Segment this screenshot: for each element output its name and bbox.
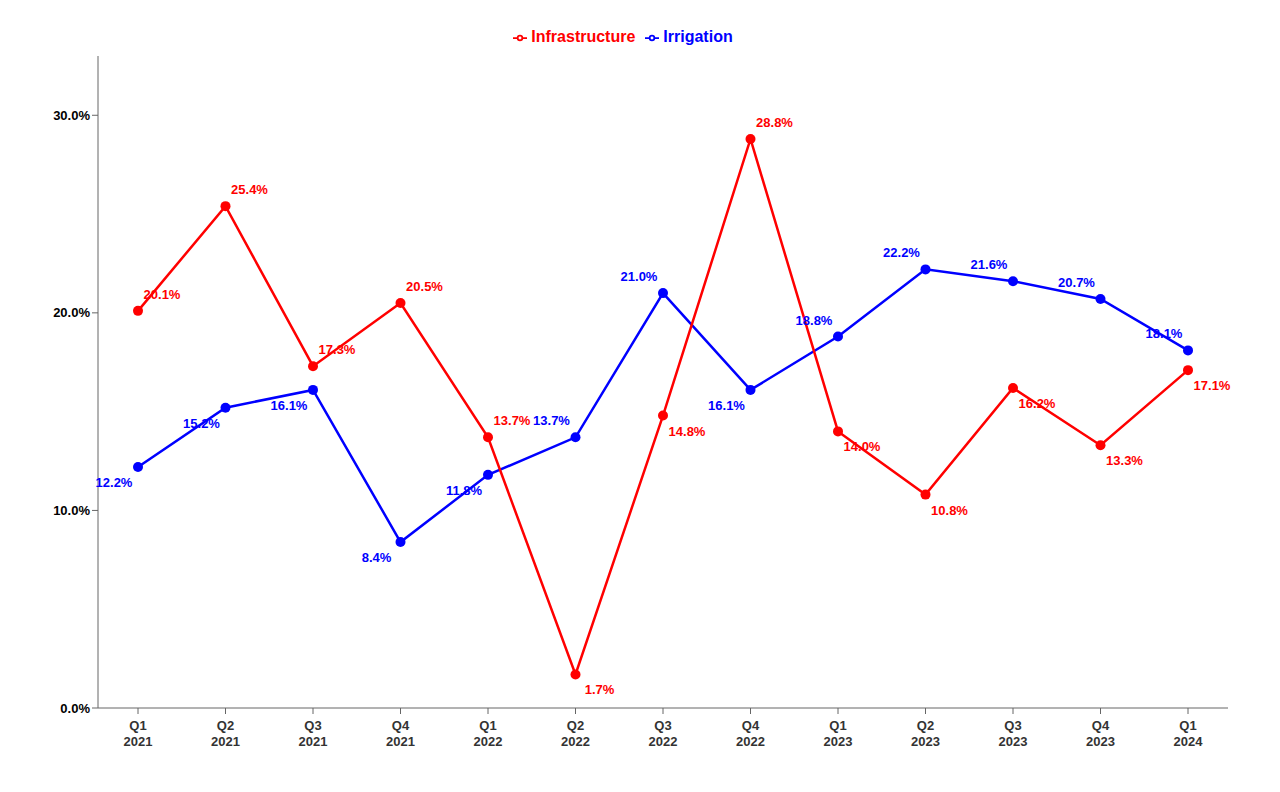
svg-text:Q12023: Q12023 (824, 718, 853, 749)
svg-text:25.4%: 25.4% (231, 182, 268, 197)
svg-text:16.1%: 16.1% (708, 398, 745, 413)
html-text:Infrastructure: Infrastructure (531, 28, 636, 45)
svg-text:30.0%: 30.0% (53, 108, 90, 123)
svg-text:20.0%: 20.0% (53, 305, 90, 320)
svg-text:Q22022: Q22022 (561, 718, 590, 749)
svg-text:Q42022: Q42022 (736, 718, 765, 749)
svg-text:0.0%: 0.0% (60, 701, 90, 716)
svg-text:13.7%: 13.7% (494, 413, 531, 428)
svg-text:Q32022: Q32022 (649, 718, 678, 749)
svg-text:Q42023: Q42023 (1086, 718, 1115, 749)
html-text:Irrigation: Irrigation (663, 28, 733, 45)
svg-text:Q32021: Q32021 (299, 718, 328, 749)
svg-text:16.1%: 16.1% (271, 398, 308, 413)
svg-text:18.8%: 18.8% (796, 313, 833, 328)
svg-text:10.0%: 10.0% (53, 503, 90, 518)
svg-text:Q12021: Q12021 (124, 718, 153, 749)
svg-text:20.1%: 20.1% (144, 287, 181, 302)
svg-text:13.3%: 13.3% (1106, 453, 1143, 468)
svg-text:17.1%: 17.1% (1194, 378, 1231, 393)
svg-text:21.6%: 21.6% (971, 257, 1008, 272)
svg-text:10.8%: 10.8% (931, 503, 968, 518)
svg-text:20.5%: 20.5% (406, 279, 443, 294)
svg-text:16.2%: 16.2% (1019, 396, 1056, 411)
svg-text:15.2%: 15.2% (183, 416, 220, 431)
svg-text:14.8%: 14.8% (669, 424, 706, 439)
svg-text:21.0%: 21.0% (621, 269, 658, 284)
svg-text:Q42021: Q42021 (386, 718, 415, 749)
svg-text:28.8%: 28.8% (756, 115, 793, 130)
svg-text:Q22021: Q22021 (211, 718, 240, 749)
svg-text:18.1%: 18.1% (1146, 326, 1183, 341)
svg-text:14.0%: 14.0% (844, 439, 881, 454)
svg-text:8.4%: 8.4% (362, 550, 392, 565)
svg-text:Q22023: Q22023 (911, 718, 940, 749)
svg-text:22.2%: 22.2% (883, 245, 920, 260)
svg-text:13.7%: 13.7% (533, 413, 570, 428)
svg-text:17.3%: 17.3% (319, 342, 356, 357)
svg-text:Q12024: Q12024 (1174, 718, 1204, 749)
svg-text:Q32023: Q32023 (999, 718, 1028, 749)
svg-text:Q12022: Q12022 (474, 718, 503, 749)
svg-text:1.7%: 1.7% (585, 682, 615, 697)
svg-text:12.2%: 12.2% (96, 475, 133, 490)
svg-text:20.7%: 20.7% (1058, 275, 1095, 290)
svg-text:11.8%: 11.8% (446, 483, 483, 498)
